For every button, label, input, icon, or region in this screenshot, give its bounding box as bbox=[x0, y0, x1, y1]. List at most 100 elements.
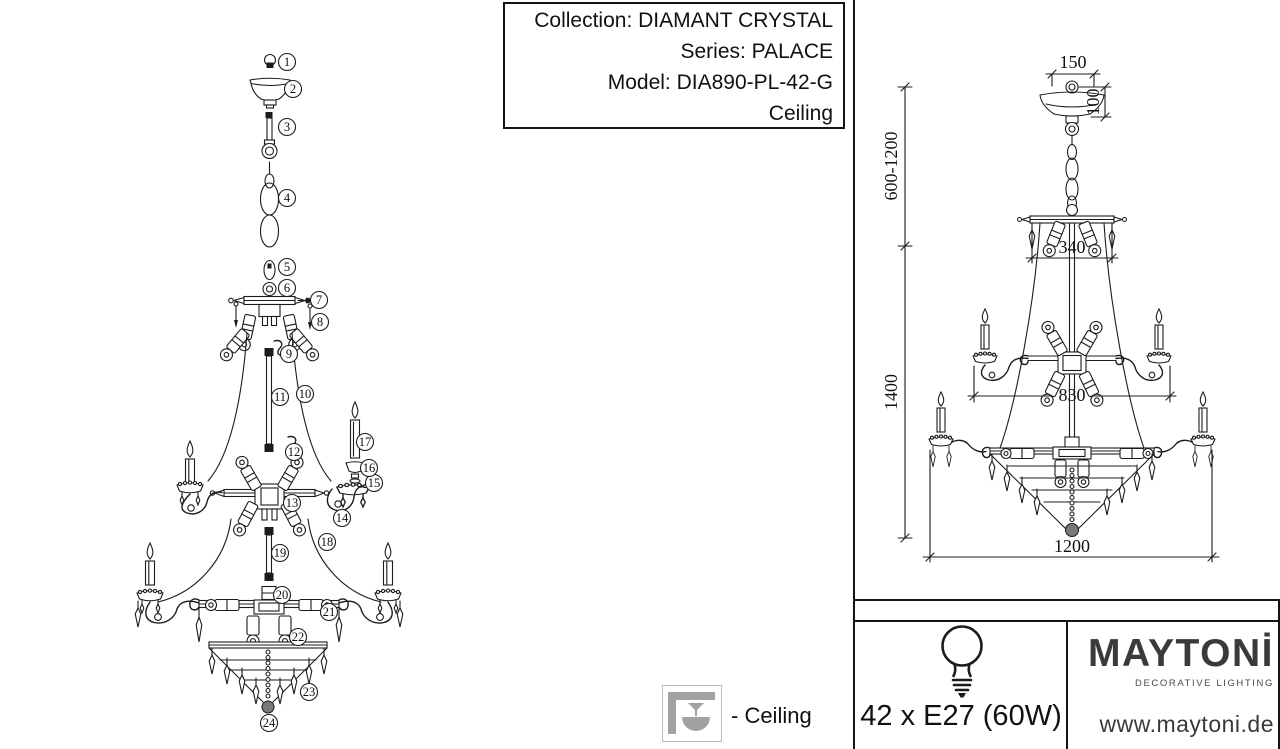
svg-text:340: 340 bbox=[1059, 237, 1086, 257]
exploded-bottom-arm-left bbox=[134, 542, 200, 628]
exploded-part-chain bbox=[259, 161, 280, 248]
part-callout-circle bbox=[259, 713, 279, 733]
dimension-diagram: 150 100 600-12 bbox=[881, 52, 1220, 563]
dim-bottom-ball bbox=[1065, 523, 1079, 537]
exploded-arm-scroll bbox=[326, 486, 365, 512]
exploded-candle-cup bbox=[345, 461, 365, 484]
part-callout-number: 10 bbox=[299, 387, 312, 401]
dim-basket bbox=[981, 436, 1163, 537]
part-callout-number: 13 bbox=[286, 496, 299, 510]
part-callout-number: 9 bbox=[286, 347, 292, 361]
exploded-bottom-ball bbox=[261, 700, 275, 714]
ceiling-legend-label: - Ceiling bbox=[731, 703, 812, 728]
svg-text:1400: 1400 bbox=[881, 374, 901, 410]
part-callout-number: 23 bbox=[303, 685, 316, 699]
dim-canopy-height: 100 bbox=[1078, 82, 1112, 122]
part-callout-circle bbox=[282, 493, 302, 513]
dim-overall-width: 1200 bbox=[922, 449, 1220, 563]
exploded-shade-lower bbox=[157, 518, 382, 603]
svg-text:600-1200: 600-1200 bbox=[881, 132, 901, 201]
part-callout-number: 11 bbox=[274, 390, 286, 404]
panel-divider bbox=[853, 0, 855, 749]
dim-top-tier: 340 bbox=[1025, 224, 1119, 264]
part-callout-circle bbox=[288, 627, 308, 647]
cell-divider bbox=[1066, 620, 1068, 749]
part-callout-circle bbox=[310, 312, 330, 332]
exploded-part-link bbox=[263, 259, 276, 281]
brand-website: www.maytoni.de bbox=[1099, 711, 1274, 737]
svg-text:100: 100 bbox=[1083, 89, 1103, 116]
dim-suspension: 600-1200 bbox=[881, 82, 913, 251]
part-callout-circle bbox=[295, 384, 315, 404]
bulb-spec: 42 x E27 (60W) bbox=[860, 700, 1062, 732]
part-callout-circle bbox=[359, 458, 379, 478]
part-callout-circle bbox=[319, 602, 339, 622]
exploded-candle-sleeve bbox=[349, 400, 361, 459]
part-callout-number: 12 bbox=[288, 445, 301, 459]
part-callout-number: 2 bbox=[290, 82, 296, 96]
dim-lower-tier bbox=[928, 391, 1216, 468]
svg-text:150: 150 bbox=[1060, 52, 1087, 72]
dim-mid-tier: 830 bbox=[967, 365, 1177, 405]
part-callout-circle bbox=[277, 188, 297, 208]
right-border bbox=[1278, 599, 1280, 749]
part-callout-number: 1 bbox=[284, 55, 290, 69]
part-callout-number: 6 bbox=[284, 281, 290, 295]
bulb-icon bbox=[941, 625, 983, 698]
ceiling-mount-icon bbox=[662, 685, 722, 742]
svg-text:830: 830 bbox=[1059, 385, 1086, 405]
part-callout-circle bbox=[283, 79, 303, 99]
series-line: Series: PALACE bbox=[680, 40, 833, 63]
part-callout-circle bbox=[272, 585, 292, 605]
exploded-basket bbox=[208, 641, 328, 714]
part-callout-circle bbox=[270, 543, 290, 563]
part-callout-circle bbox=[309, 290, 329, 310]
brand-tagline: DECORATIVE LIGHTING bbox=[1135, 678, 1274, 689]
dim-canopy-width: 150 bbox=[1045, 52, 1101, 87]
dim-canopy bbox=[1039, 80, 1105, 137]
part-callout-number: 20 bbox=[276, 588, 289, 602]
exploded-part-pins bbox=[233, 297, 313, 330]
exploded-part-rod-top bbox=[261, 112, 278, 160]
product-info-box: Collection: DIAMANT CRYSTAL Series: PALA… bbox=[503, 2, 845, 129]
dim-bead-chain bbox=[1069, 467, 1075, 523]
part-callout-number: 17 bbox=[359, 435, 372, 449]
part-callout-number: 18 bbox=[321, 535, 334, 549]
part-callout-circle bbox=[299, 682, 319, 702]
titleblock-line-top bbox=[853, 599, 1280, 601]
exploded-part-canopy bbox=[249, 77, 291, 109]
exploded-mid-arm-left bbox=[176, 440, 223, 515]
part-callout-number: 7 bbox=[316, 293, 322, 307]
exploded-bead-chain bbox=[265, 649, 271, 699]
brand-logo: MAYTONİ bbox=[1087, 632, 1274, 675]
part-callout-number: 19 bbox=[274, 546, 287, 560]
part-callout-number: 16 bbox=[363, 461, 376, 475]
part-callout-number: 3 bbox=[284, 120, 290, 134]
collection-line: Collection: DIAMANT CRYSTAL bbox=[534, 9, 833, 32]
brand-block: MAYTONİ DECORATIVE LIGHTING www.maytoni.… bbox=[1068, 632, 1274, 738]
part-callout-number: 15 bbox=[368, 476, 381, 490]
exploded-bottom-arm-right bbox=[338, 542, 404, 628]
part-callout-number: 4 bbox=[284, 191, 291, 205]
part-callout-circle bbox=[277, 117, 297, 137]
mount-type-line: Ceiling bbox=[768, 102, 833, 125]
part-callout-number: 14 bbox=[336, 511, 349, 525]
part-callout-circle bbox=[355, 432, 375, 452]
part-callout-circle bbox=[277, 257, 297, 277]
part-callout-circle bbox=[317, 532, 337, 552]
dim-column bbox=[999, 222, 1145, 449]
exploded-part-hook-upper bbox=[273, 339, 284, 356]
dim-upper-tier bbox=[972, 308, 1172, 409]
dim-top-plate bbox=[1016, 215, 1128, 260]
dim-chain bbox=[1065, 134, 1079, 217]
svg-text:1200: 1200 bbox=[1054, 536, 1090, 556]
exploded-part-loop bbox=[262, 281, 277, 297]
part-callout-number: 22 bbox=[292, 630, 305, 644]
part-callout-circle bbox=[332, 508, 352, 528]
part-callout-number: 8 bbox=[317, 315, 323, 329]
part-callout-number: 21 bbox=[323, 605, 336, 619]
part-callout-circle bbox=[277, 278, 297, 298]
